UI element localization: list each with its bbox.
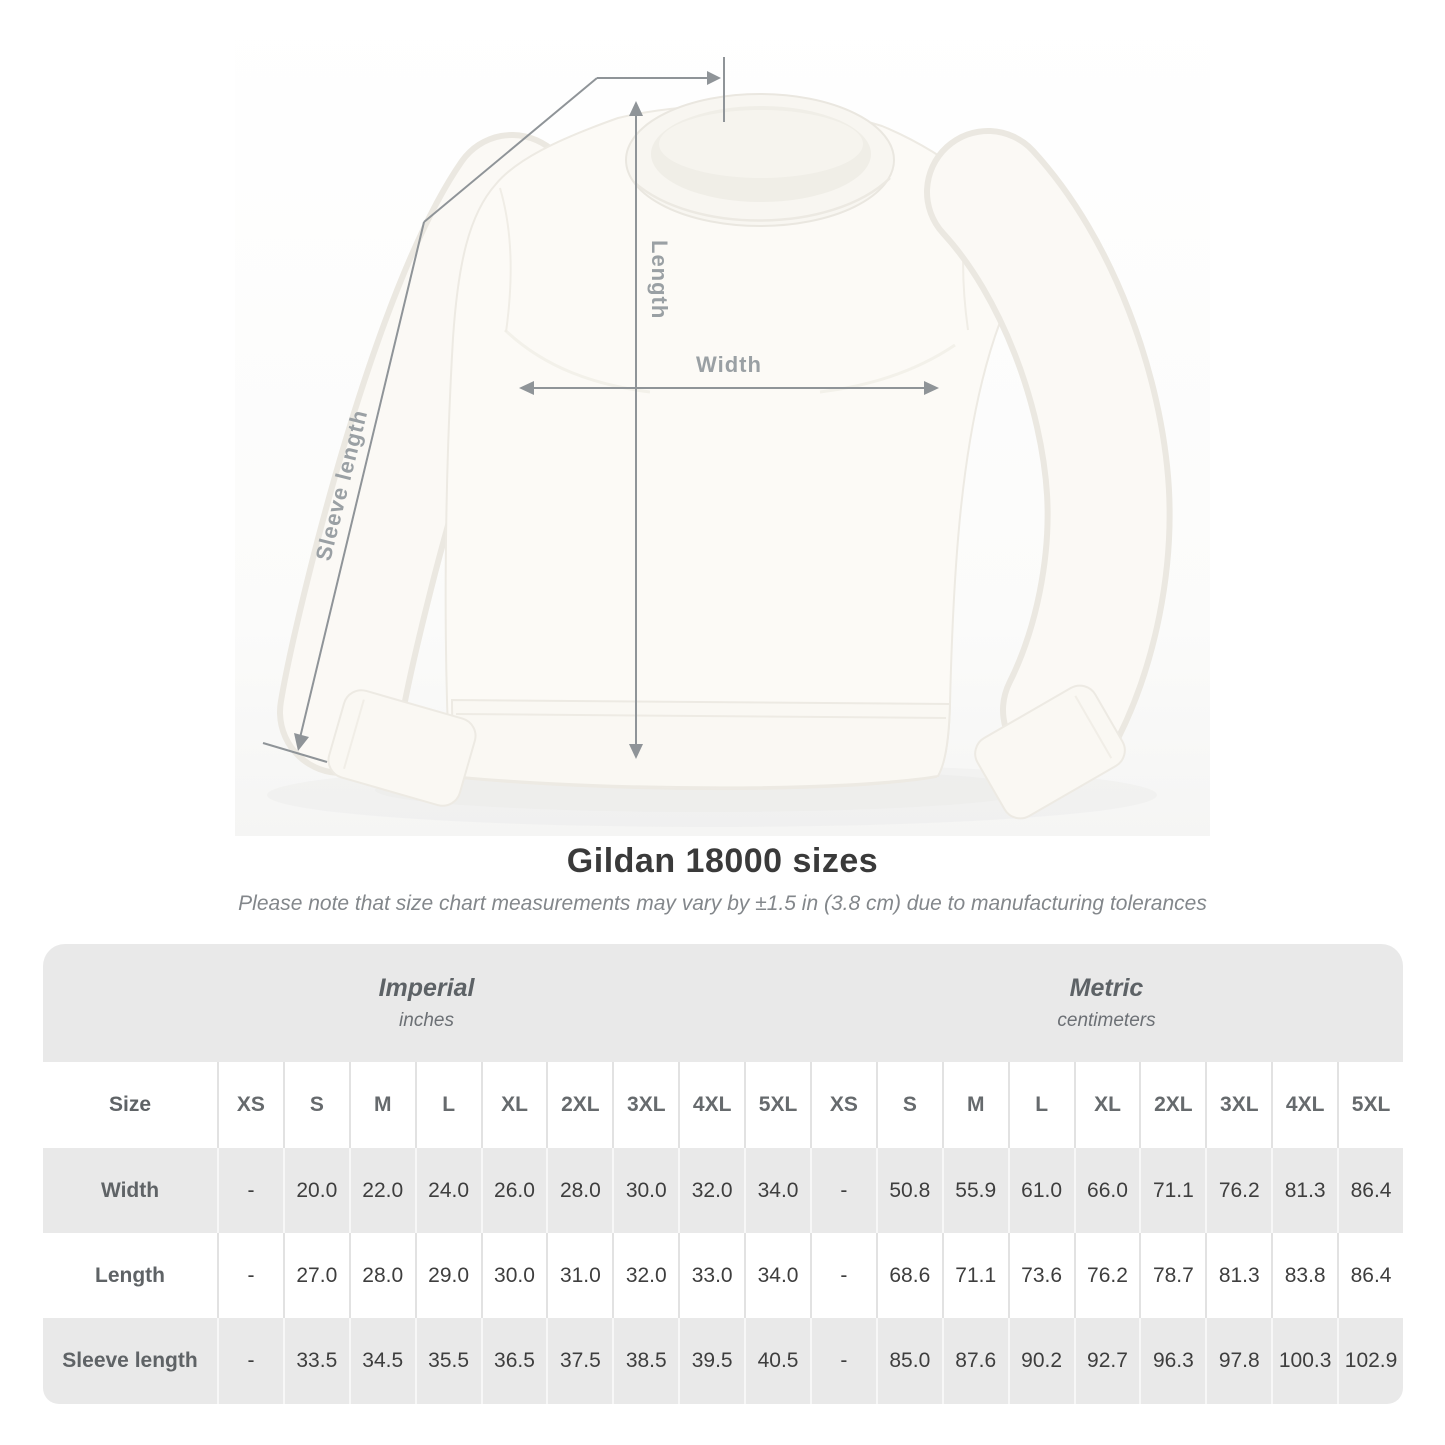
page-title: Gildan 18000 sizes [566,842,879,880]
table-cell: 61.0 [1007,1148,1074,1233]
imperial-group-name: Imperial [378,974,475,1002]
table-cell: 90.2 [1007,1318,1074,1404]
table-cell: 96.3 [1139,1318,1205,1404]
table-cell: 38.5 [612,1318,678,1404]
table-cell: 34.5 [348,1318,415,1404]
sweatshirt-illustration [277,93,1173,820]
size-table: Imperial inches Metric centimeters Size … [43,944,1403,1404]
width-label: Width [696,352,762,377]
table-cell: 34.0 [744,1233,810,1318]
length-label: Length [647,240,672,319]
sleeve-length-arrow [262,57,725,763]
size-col-metric-2xl: 2XL [1139,1062,1205,1148]
table-cell: 39.5 [678,1318,744,1404]
table-cell: 32.0 [612,1233,678,1318]
size-col-imperial-2xl: 2XL [546,1062,612,1148]
table-cell: 27.0 [282,1233,349,1318]
tolerance-note: Please note that size chart measurements… [238,892,1207,915]
table-cell: 31.0 [546,1233,612,1318]
table-cell: 76.2 [1073,1233,1140,1318]
imperial-group-header: Imperial inches [43,944,810,1062]
size-col-imperial-3xl: 3XL [612,1062,678,1148]
size-col-imperial-l: L [414,1062,481,1148]
table-cell: 102.9 [1337,1318,1403,1404]
table-cell: 55.9 [941,1148,1008,1233]
table-cell: 66.0 [1073,1148,1140,1233]
table-cell: 30.0 [480,1233,547,1318]
table-cell: 28.0 [546,1148,612,1233]
size-col-imperial-s: S [282,1062,349,1148]
size-col-imperial-xs: XS [217,1062,283,1148]
row-label-length: Length [95,1263,165,1287]
size-col-metric-l: L [1007,1062,1074,1148]
table-cell: 33.5 [282,1318,349,1404]
table-cell: 24.0 [414,1148,481,1233]
table-cell: - [217,1318,283,1404]
table-cell: 87.6 [941,1318,1008,1404]
table-cell: 86.4 [1337,1148,1403,1233]
table-cell: - [217,1148,283,1233]
size-col-metric-xs: XS [809,1062,876,1148]
metric-group-name: Metric [1069,974,1144,1002]
size-col-imperial-xl: XL [480,1062,547,1148]
size-col-metric-3xl: 3XL [1205,1062,1271,1148]
table-row-length: Length - 27.0 28.0 29.0 30.0 31.0 32.0 3… [43,1233,1403,1318]
table-cell: 50.8 [875,1148,942,1233]
table-cell: 20.0 [282,1148,349,1233]
table-cell: 29.0 [414,1233,481,1318]
table-cell: 40.5 [744,1318,810,1404]
table-cell: 81.3 [1205,1233,1271,1318]
size-header-row: Size XS S M L XL 2XL 3XL 4XL 5XL XS S M … [43,1062,1403,1148]
table-cell: 85.0 [875,1318,942,1404]
table-cell: 100.3 [1271,1318,1337,1404]
table-cell: 68.6 [875,1233,942,1318]
size-col-metric-m: M [941,1062,1008,1148]
table-cell: 28.0 [348,1233,415,1318]
unit-group-band: Imperial inches Metric centimeters [43,944,1403,1062]
table-cell: 30.0 [612,1148,678,1233]
table-cell: 22.0 [348,1148,415,1233]
metric-group-unit: centimeters [1057,1010,1156,1031]
imperial-group-unit: inches [399,1010,454,1031]
table-row-width: Width - 20.0 22.0 24.0 26.0 28.0 30.0 32… [43,1148,1403,1233]
table-cell: 34.0 [744,1148,810,1233]
size-col-metric-5xl: 5XL [1337,1062,1403,1148]
sweatshirt-measurement-diagram: Length Width Sleeve length [235,0,1210,836]
table-cell: - [809,1148,876,1233]
table-cell: 35.5 [414,1318,481,1404]
row-label-sleeve-length: Sleeve length [62,1349,198,1372]
table-cell: 76.2 [1205,1148,1271,1233]
table-cell: 97.8 [1205,1318,1271,1404]
table-cell: 83.8 [1271,1233,1337,1318]
width-arrow [519,381,939,395]
table-cell: - [809,1233,876,1318]
size-col-imperial-m: M [348,1062,415,1148]
size-col-imperial-5xl: 5XL [744,1062,810,1148]
table-cell: 73.6 [1007,1233,1074,1318]
table-cell: - [217,1233,283,1318]
table-cell: 71.1 [941,1233,1008,1318]
length-arrow [629,101,643,759]
table-cell: 32.0 [678,1148,744,1233]
table-cell: 81.3 [1271,1148,1337,1233]
measurement-lines [262,57,939,763]
size-corner-label: Size [108,1093,152,1116]
table-cell: 26.0 [480,1148,547,1233]
table-cell: 92.7 [1073,1318,1140,1404]
size-col-imperial-4xl: 4XL [678,1062,744,1148]
size-col-metric-xl: XL [1073,1062,1140,1148]
row-label-width: Width [100,1178,160,1202]
size-col-metric-s: S [875,1062,942,1148]
size-col-metric-4xl: 4XL [1271,1062,1337,1148]
table-cell: 71.1 [1139,1148,1205,1233]
table-cell: 86.4 [1337,1233,1403,1318]
table-row-sleeve-length: Sleeve length - 33.5 34.5 35.5 36.5 37.5… [43,1318,1403,1404]
metric-group-header: Metric centimeters [810,944,1403,1062]
table-cell: 36.5 [480,1318,547,1404]
table-cell: 33.0 [678,1233,744,1318]
table-cell: 78.7 [1139,1233,1205,1318]
table-cell: 37.5 [546,1318,612,1404]
table-cell: - [809,1318,876,1404]
